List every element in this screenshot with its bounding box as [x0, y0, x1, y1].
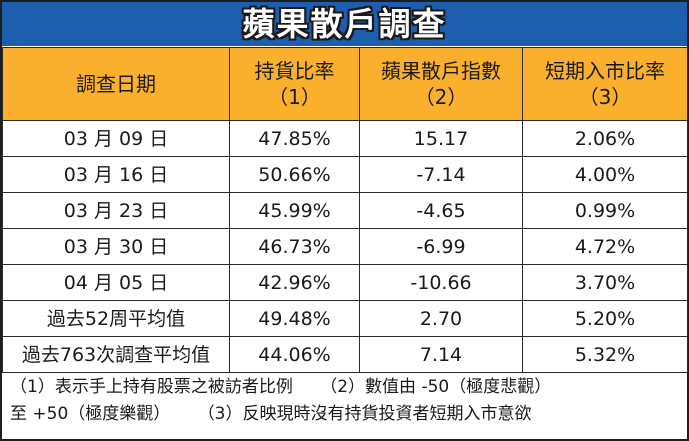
cell-index: 2.70	[359, 300, 523, 337]
footnote-line-2: 至 +50（極度樂觀） （3）反映現時沒有持貨投資者短期入市意欲	[10, 401, 687, 428]
cell-index: -4.65	[359, 192, 523, 229]
cell-date: 過去52周平均值	[2, 300, 230, 337]
cell-holding: 50.66%	[229, 156, 360, 193]
cell-entry: 3.70%	[522, 264, 688, 301]
table-row: 過去763次調查平均值 44.06% 7.14 5.32%	[2, 336, 688, 373]
footnote-2: （2）數值由 -50（極度悲觀）	[320, 377, 552, 397]
footnote-1: （1）表示手上持有股票之被訪者比例	[10, 377, 293, 397]
header-holding-ratio: 持貨比率 （1）	[229, 47, 360, 121]
table-row: 03 月 16 日 50.66% -7.14 4.00%	[2, 156, 688, 193]
header-date: 調查日期	[2, 47, 230, 121]
cell-index: 15.17	[359, 120, 523, 157]
table-row: 03 月 30 日 46.73% -6.99 4.72%	[2, 228, 688, 265]
cell-date: 03 月 09 日	[2, 120, 230, 157]
table-row: 過去52周平均值 49.48% 2.70 5.20%	[2, 300, 688, 337]
cell-entry: 5.20%	[522, 300, 688, 337]
page-title: 蘋果散戶調查	[242, 5, 447, 43]
cell-index: -7.14	[359, 156, 523, 193]
table-row: 03 月 09 日 47.85% 15.17 2.06%	[2, 120, 688, 157]
cell-holding: 49.48%	[229, 300, 360, 337]
cell-date: 03 月 16 日	[2, 156, 230, 193]
cell-date: 過去763次調查平均值	[2, 336, 230, 373]
cell-holding: 44.06%	[229, 336, 360, 373]
cell-entry: 2.06%	[522, 120, 688, 157]
cell-index: -6.99	[359, 228, 523, 265]
cell-holding: 46.73%	[229, 228, 360, 265]
cell-entry: 5.32%	[522, 336, 688, 373]
header-retail-index: 蘋果散戶指數 （2）	[359, 47, 523, 121]
table-row: 04 月 05 日 42.96% -10.66 3.70%	[2, 264, 688, 301]
footnote-2-continued: 至 +50（極度樂觀）	[10, 404, 171, 424]
cell-date: 03 月 30 日	[2, 228, 230, 265]
title-bar	[2, 2, 687, 46]
survey-table: 調查日期 持貨比率 （1） 蘋果散戶指數 （2） 短期入市比率 （3） 03 月…	[2, 47, 688, 373]
cell-entry: 4.72%	[522, 228, 688, 265]
header-entry-ratio: 短期入市比率 （3）	[522, 47, 688, 121]
cell-holding: 45.99%	[229, 192, 360, 229]
cell-index: -10.66	[359, 264, 523, 301]
footnotes: （1）表示手上持有股票之被訪者比例 （2）數值由 -50（極度悲觀） 至 +50…	[2, 368, 687, 439]
cell-holding: 47.85%	[229, 120, 360, 157]
footnote-3: （3）反映現時沒有持貨投資者短期入市意欲	[197, 404, 532, 424]
cell-date: 04 月 05 日	[2, 264, 230, 301]
table-row: 03 月 23 日 45.99% -4.65 0.99%	[2, 192, 688, 229]
cell-index: 7.14	[359, 336, 523, 373]
cell-entry: 4.00%	[522, 156, 688, 193]
footnote-line-1: （1）表示手上持有股票之被訪者比例 （2）數值由 -50（極度悲觀）	[10, 374, 687, 401]
cell-holding: 42.96%	[229, 264, 360, 301]
cell-entry: 0.99%	[522, 192, 688, 229]
cell-date: 03 月 23 日	[2, 192, 230, 229]
table-header-row: 調查日期 持貨比率 （1） 蘋果散戶指數 （2） 短期入市比率 （3）	[2, 47, 688, 121]
